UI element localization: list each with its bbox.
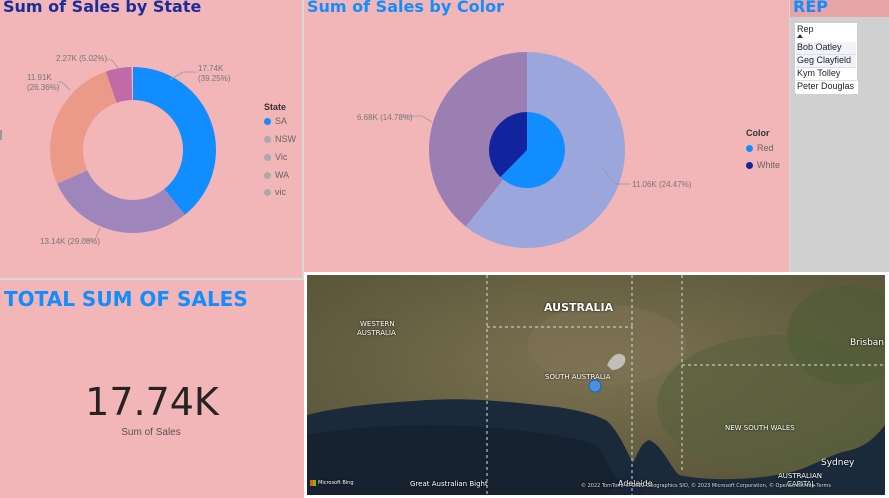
color-legend-white-label: White — [757, 160, 781, 170]
color-legend-red[interactable]: Red — [746, 143, 774, 153]
leader-line-white — [402, 115, 433, 123]
sort-caret-icon[interactable] — [797, 34, 803, 38]
legend-dot-icon — [264, 135, 271, 143]
legend-dot-icon — [264, 188, 271, 196]
state-legend-vic[interactable]: Vic — [264, 152, 287, 162]
state-label-vic: 11.91K (26.36%) — [27, 73, 59, 93]
map-visual[interactable]: AUSTRALIA WESTERN AUSTRALIA SOUTH AUSTRA… — [304, 272, 889, 498]
map-bubble-sa[interactable] — [588, 379, 602, 393]
bing-label: Microsoft Bing — [318, 480, 354, 486]
state-label-sa: 17.74K (39.25%) — [198, 64, 230, 84]
leader-line-sa — [169, 71, 196, 81]
legend-dot-icon — [264, 171, 271, 179]
state-chart-panel[interactable]: Sum of Sales by State 17.74K (39.25%) 13… — [0, 0, 302, 278]
color-chart-title: Sum of Sales by Color — [307, 0, 504, 16]
map-label-wa-1: WESTERN — [360, 320, 395, 328]
state-chart-title: Sum of Sales by State — [3, 0, 202, 16]
rep-slicer-title: REP — [793, 0, 828, 16]
state-slice-sa[interactable] — [133, 67, 216, 215]
card-title: TOTAL SUM OF SALES — [4, 287, 248, 311]
legend-dot-icon — [264, 117, 271, 125]
map-label-adelaide: Adelaide — [618, 479, 653, 488]
state-legend-vic-lower-label: vic — [275, 187, 286, 197]
color-label-red: 11.06K (24.47%) — [632, 180, 692, 189]
color-outer-slice-white[interactable] — [429, 52, 527, 227]
map-copyright[interactable]: © 2022 TomTom, © 2022 Geographics SIO, ©… — [581, 483, 831, 489]
state-legend-title: State — [264, 102, 287, 112]
state-legend-vic-label: Vic — [275, 152, 288, 162]
card-caption: Sum of Sales — [121, 427, 181, 438]
map-label-bight: Great Australian Bight — [410, 480, 488, 488]
card-value: 17.74K — [85, 380, 219, 424]
state-legend-wa-label: WA — [275, 170, 290, 180]
state-label-nsw: 13.14K (29.08%) — [40, 237, 101, 246]
color-legend-title: Color — [746, 128, 770, 138]
state-label-sa-pct: (39.25%) — [198, 74, 231, 83]
rep-slicer-panel: REP Rep Bob Oatley Geg Clayfield Kym Tol… — [790, 0, 889, 272]
leader-line-vic — [58, 81, 71, 91]
state-legend-nsw-label: NSW — [275, 134, 296, 144]
state-slice-nsw[interactable] — [57, 170, 185, 234]
map-canvas[interactable]: AUSTRALIA WESTERN AUSTRALIA SOUTH AUSTRA… — [307, 275, 885, 495]
rep-item-bob-oatley[interactable]: Bob Oatley — [796, 42, 856, 55]
rep-item-geg-clayfield[interactable]: Geg Clayfield — [796, 55, 856, 68]
rep-slicer-list: Rep Bob Oatley Geg Clayfield Kym Tolley … — [794, 22, 858, 94]
map-label-australia: AUSTRALIA — [544, 301, 614, 314]
map-label-act-1: AUSTRALIAN — [778, 472, 822, 480]
leader-line-wa — [107, 59, 119, 69]
color-legend-red-label: Red — [757, 143, 774, 153]
state-slice-vic[interactable] — [49, 71, 117, 184]
total-sales-card[interactable]: TOTAL SUM OF SALES 17.74K Sum of Sales — [0, 280, 304, 498]
windows-logo-icon — [310, 480, 316, 486]
map-label-wa-2: AUSTRALIA — [357, 329, 396, 337]
map-label-nsw: NEW SOUTH WALES — [725, 424, 795, 432]
state-label-vic-pct: (26.36%) — [27, 83, 60, 92]
state-legend-sa[interactable]: SA — [264, 116, 287, 126]
state-legend-nsw[interactable]: NSW — [264, 134, 296, 144]
color-pie-chart[interactable] — [304, 0, 789, 272]
state-legend-sa-label: SA — [275, 116, 288, 126]
map-label-sydney: Sydney — [821, 458, 855, 468]
rep-slicer-header-bar — [790, 0, 889, 17]
state-slice-wa[interactable] — [105, 67, 133, 103]
legend-dot-icon — [264, 153, 271, 161]
rep-item-peter-douglas[interactable]: Peter Douglas — [796, 81, 858, 94]
color-legend-white[interactable]: White — [746, 160, 780, 170]
map-label-brisbane: Brisban — [850, 338, 884, 348]
rep-slicer-column-header[interactable]: Rep — [797, 24, 814, 34]
color-inner-slice-red[interactable] — [500, 112, 565, 188]
color-label-white: 6.68K (14.78%) — [357, 113, 413, 122]
color-chart-panel[interactable]: Sum of Sales by Color 11.06K (24.47%) 6.… — [304, 0, 789, 272]
leader-line-nsw — [83, 227, 101, 241]
state-label-sa-value: 17.74K — [198, 64, 224, 73]
color-inner-slice-white[interactable] — [488, 112, 527, 178]
map-label-act-2: CAPITAL — [787, 480, 816, 488]
map-terrain — [307, 275, 885, 495]
legend-dot-icon — [746, 144, 753, 152]
leader-line-red — [601, 167, 630, 185]
map-label-sa: SOUTH AUSTRALIA — [545, 373, 611, 381]
rep-item-kym-tolley[interactable]: Kym Tolley — [796, 68, 856, 81]
state-label-vic-value: 11.91K — [27, 73, 52, 82]
resize-handle[interactable] — [0, 130, 2, 140]
state-label-wa: 2.27K (5.02%) — [56, 54, 108, 63]
state-legend-vic-lower[interactable]: vic — [264, 187, 286, 197]
bing-logo: Microsoft Bing — [310, 480, 354, 486]
state-donut-chart[interactable] — [0, 0, 302, 278]
state-legend-wa[interactable]: WA — [264, 170, 289, 180]
legend-dot-icon — [746, 161, 753, 169]
